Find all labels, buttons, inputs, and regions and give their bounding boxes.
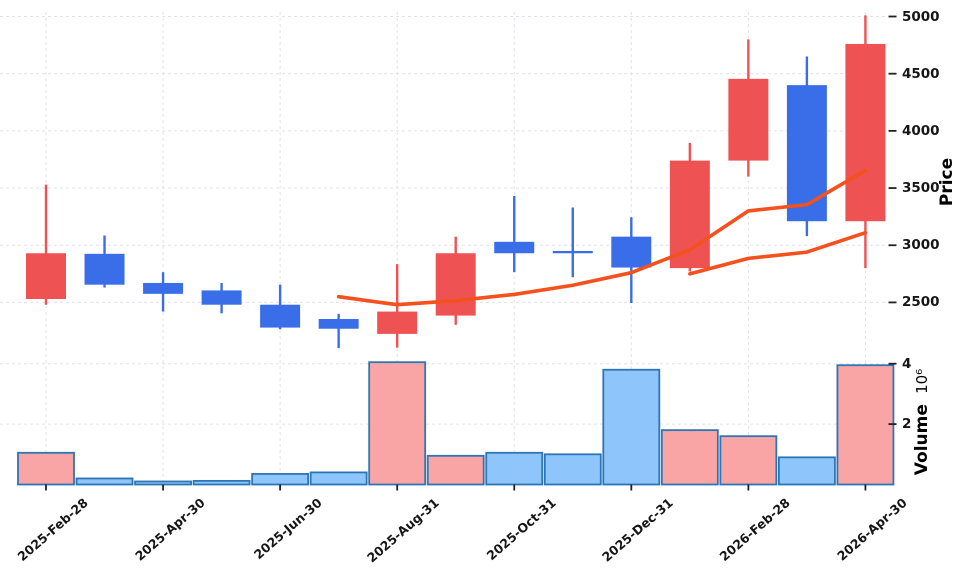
- candle-body: [669, 160, 710, 269]
- ma-slow-line: [688, 230, 868, 276]
- candle-body: [26, 253, 66, 299]
- candle-body: [728, 78, 769, 161]
- volume-axis-title: Volume 10⁶: [909, 352, 935, 492]
- volume-bar: [134, 480, 192, 486]
- volume-bar: [368, 361, 427, 486]
- volume-bar: [543, 453, 602, 486]
- volume-bar: [719, 435, 778, 486]
- volume-bar: [251, 473, 310, 486]
- volume-bar: [192, 479, 251, 486]
- volume-bar: [17, 451, 75, 486]
- candle-body: [435, 253, 476, 316]
- candle-body: [260, 304, 301, 328]
- volume-axis-exponent: 10⁶: [913, 368, 931, 394]
- ma-fast-line: [336, 168, 868, 307]
- price-tick-label: 4500: [902, 65, 940, 82]
- price-axis-title: Price: [937, 157, 957, 207]
- volume-bar: [602, 368, 661, 486]
- candle-body: [377, 311, 418, 334]
- candle-body: [318, 319, 359, 329]
- volume-bar: [426, 454, 485, 486]
- volume-tick-label: 2: [902, 416, 912, 433]
- volume-axis-title-text: Volume: [912, 404, 932, 476]
- price-tick-label: 3000: [902, 237, 940, 254]
- candle-body: [845, 43, 886, 222]
- volume-tick-label: 4: [902, 355, 912, 372]
- price-tick-label: 3500: [902, 180, 940, 197]
- candle-body: [494, 241, 535, 254]
- volume-bar: [660, 429, 719, 486]
- volume-bar: [309, 471, 368, 486]
- volume-bar: [75, 477, 134, 486]
- candle-body: [143, 282, 184, 294]
- price-tick-label: 2500: [902, 294, 940, 311]
- candle-body: [611, 236, 652, 268]
- volume-bar: [836, 364, 895, 486]
- volume-bar: [777, 456, 836, 486]
- candle-body: [84, 253, 125, 285]
- candle-body: [201, 290, 242, 305]
- price-tick-label: 5000: [902, 8, 940, 25]
- candle-body: [786, 85, 827, 222]
- candle-body: [552, 250, 593, 254]
- price-tick-label: 4000: [902, 122, 940, 139]
- volume-bar: [485, 451, 544, 486]
